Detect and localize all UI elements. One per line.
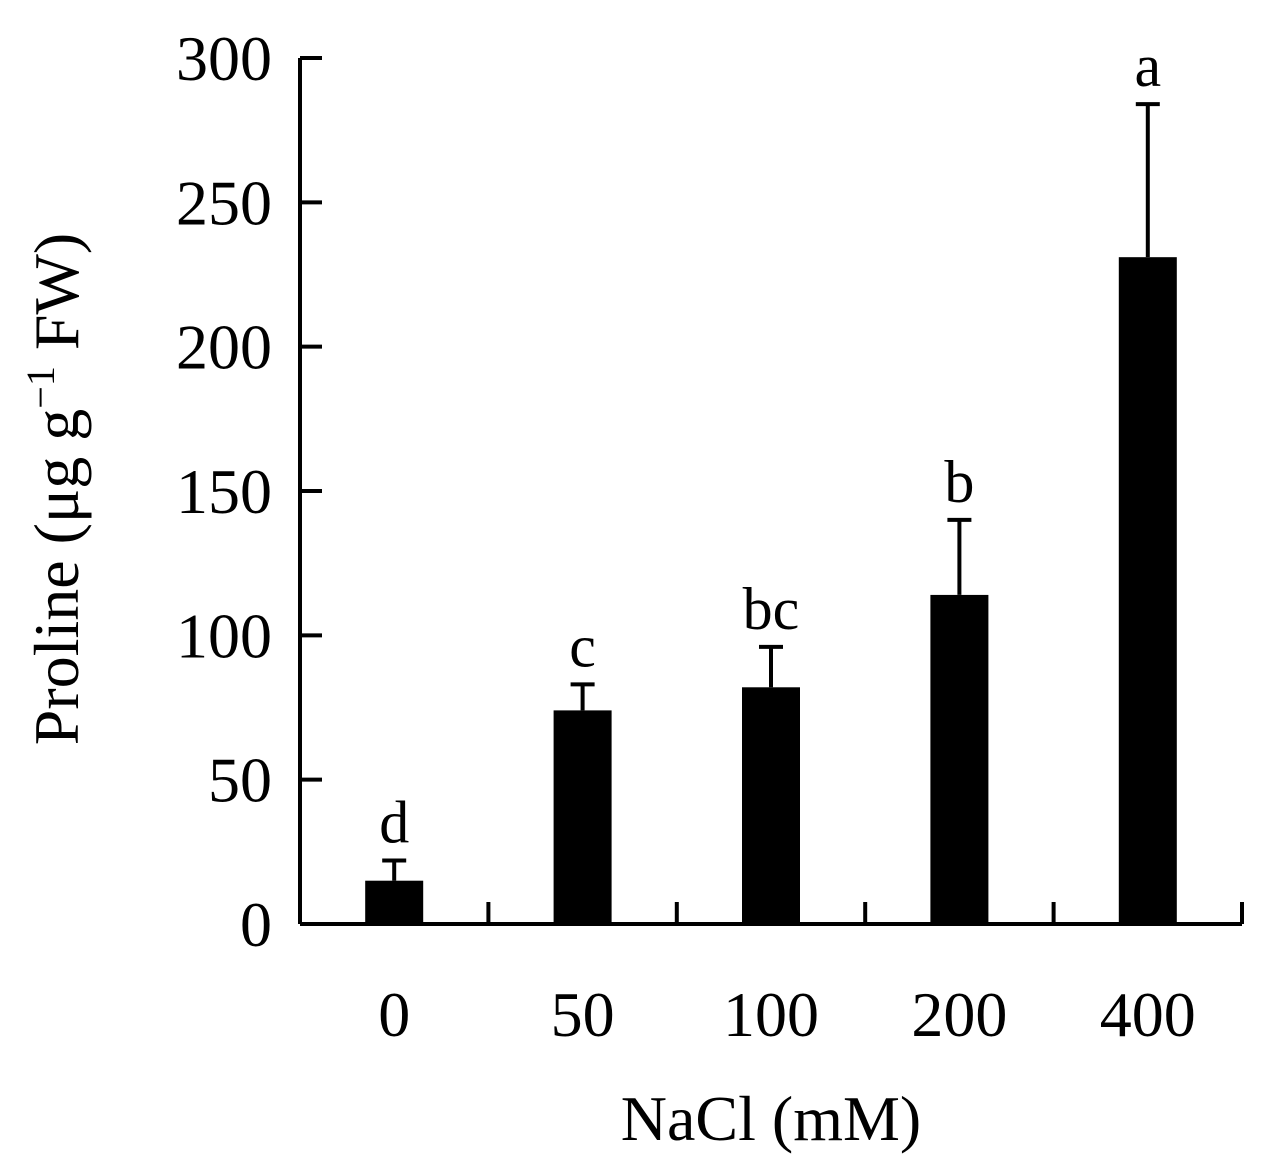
significance-label-200: b — [944, 449, 974, 515]
y-axis-title-tail: FW) — [21, 233, 92, 366]
bar-200 — [930, 594, 989, 924]
y-tick-label: 0 — [240, 889, 272, 960]
x-tick-label: 100 — [723, 979, 819, 1050]
x-axis-title: NaCl (mM) — [621, 1083, 921, 1154]
bar-100 — [742, 687, 800, 924]
y-axis-title: Proline (μg g−1 FW) — [18, 233, 92, 745]
error-bars — [382, 102, 1160, 881]
x-axis-ticks — [486, 902, 1244, 924]
y-axis-ticks — [300, 56, 322, 926]
y-tick-label: 250 — [176, 167, 272, 238]
y-tick-labels: 0 50 100 150 200 250 300 — [176, 23, 272, 960]
y-axis-title-superscript: −1 — [18, 366, 63, 409]
significance-label-400: a — [1134, 33, 1161, 99]
x-tick-label: 400 — [1100, 979, 1196, 1050]
y-tick-label: 150 — [176, 456, 272, 527]
x-tick-label: 50 — [551, 979, 615, 1050]
error-bar-100 — [759, 644, 783, 688]
significance-labels: d c bc b a — [379, 33, 1161, 855]
bar-0 — [365, 880, 424, 924]
y-tick-label: 100 — [176, 600, 272, 671]
y-tick-label: 300 — [176, 23, 272, 94]
error-bar-200 — [947, 517, 972, 595]
x-tick-labels: 0 50 100 200 400 — [378, 979, 1196, 1050]
bar-400 — [1118, 257, 1177, 924]
bar-50 — [553, 710, 612, 924]
error-bar-400 — [1135, 102, 1160, 258]
y-axis-title-main: Proline (μg g — [21, 409, 92, 746]
x-tick-label: 0 — [378, 979, 410, 1050]
significance-label-100: bc — [743, 576, 800, 642]
error-bar-50 — [570, 682, 595, 711]
bars — [365, 257, 1177, 924]
significance-label-0: d — [379, 789, 409, 855]
significance-label-50: c — [569, 613, 596, 679]
y-tick-label: 200 — [176, 312, 272, 383]
x-tick-label: 200 — [911, 979, 1007, 1050]
y-tick-label: 50 — [208, 745, 272, 816]
error-bar-0 — [382, 858, 407, 881]
